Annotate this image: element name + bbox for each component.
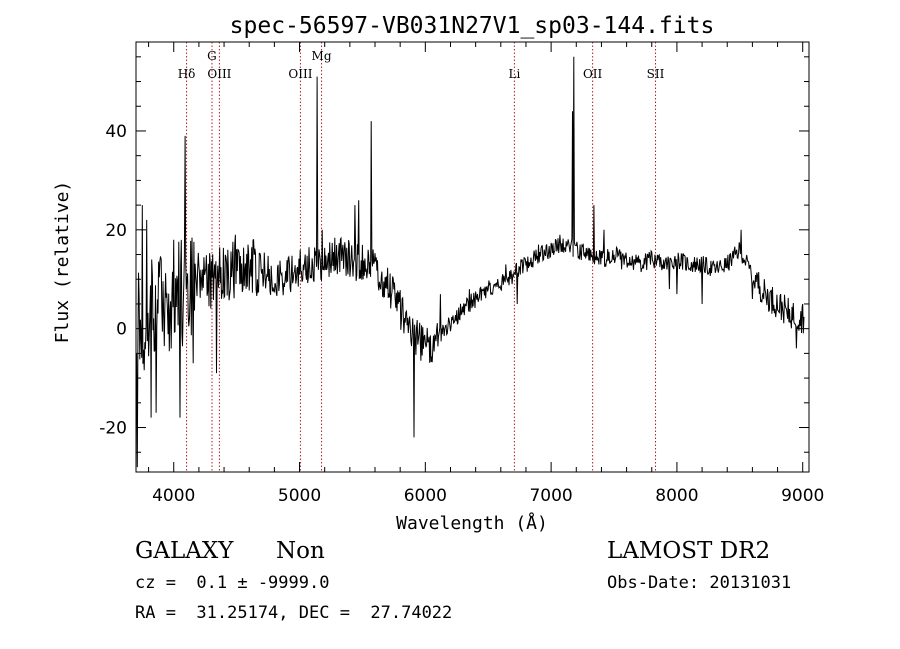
- x-tick-label: 8000: [655, 486, 698, 506]
- y-tick-label: 0: [116, 320, 127, 340]
- x-axis-ticks: 4000 5000 6000 7000 8000 9000: [148, 42, 824, 506]
- line-label: G: [207, 49, 217, 63]
- y-tick-label: 20: [105, 221, 127, 241]
- y-axis-label: Flux (relative): [52, 181, 73, 344]
- chart-title: spec-56597-VB031N27V1_sp03-144.fits: [230, 13, 715, 39]
- object-class: GALAXY: [135, 538, 234, 564]
- x-tick-label: 5000: [278, 486, 321, 506]
- object-subclass: Non: [276, 538, 325, 564]
- line-label: Hδ: [178, 67, 196, 81]
- survey-name: LAMOST DR2: [607, 538, 771, 564]
- line-label: OIII: [288, 67, 312, 81]
- line-label: OIII: [207, 67, 231, 81]
- line-label: SII: [647, 67, 665, 81]
- plot-frame: [135, 41, 810, 473]
- y-tick-label: -20: [99, 419, 127, 439]
- x-axis-label: Wavelength (Å): [396, 512, 548, 534]
- coordinates: RA = 31.25174, DEC = 27.74022: [135, 603, 453, 623]
- spectrum-line: [135, 56, 805, 468]
- redshift-value: cz = 0.1 ± -9999.0: [135, 573, 330, 593]
- x-tick-label: 7000: [529, 486, 572, 506]
- line-label: OII: [583, 67, 603, 81]
- x-tick-label: 6000: [404, 486, 447, 506]
- x-tick-label: 9000: [781, 486, 824, 506]
- y-tick-label: 40: [105, 122, 127, 142]
- line-label: Li: [508, 67, 520, 81]
- x-tick-label: 4000: [152, 486, 195, 506]
- line-label: Mg: [312, 49, 332, 63]
- observation-date: Obs-Date: 20131031: [607, 573, 792, 593]
- y-axis-ticks: -20 0 20 40: [99, 56, 809, 453]
